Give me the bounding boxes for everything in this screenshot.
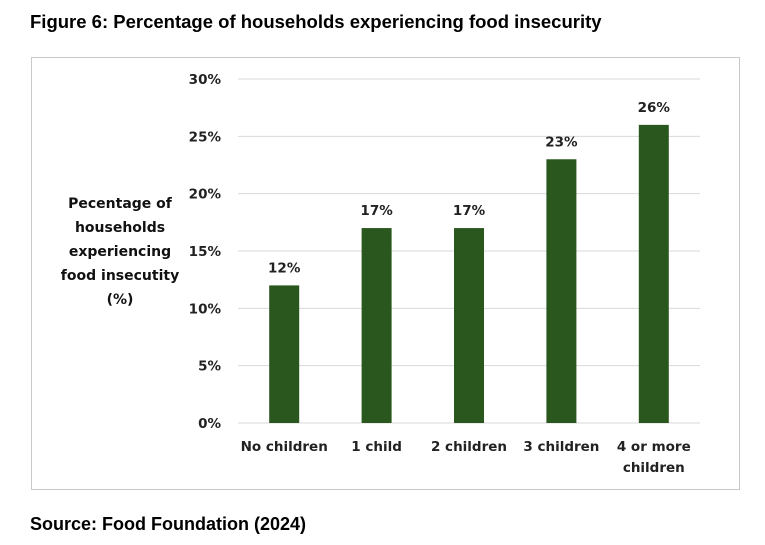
source-note: Source: Food Foundation (2024) [30, 514, 307, 534]
y-axis-ticks: 0% 5% 10% 15% 20% 25% 30% [189, 72, 222, 432]
y-tick-label: 30% [189, 72, 222, 88]
bar [454, 228, 484, 423]
x-tick-label: 4 or more children [617, 439, 691, 476]
y-tick-label: 0% [198, 416, 221, 432]
x-tick-label: 2 children [431, 439, 507, 455]
x-tick-label: 3 children [523, 439, 599, 455]
data-labels: 12% 17% 17% 23% 26% [268, 100, 670, 277]
y-tick-label: 5% [198, 359, 221, 375]
x-axis-ticks: No children 1 child 2 children 3 children 4 … [241, 439, 691, 476]
data-label: 23% [545, 134, 578, 150]
bar [269, 285, 300, 423]
x-tick-label: No children [241, 439, 328, 455]
figure-title: Figure 6: Percentage of households exper… [30, 11, 602, 32]
y-tick-label: 25% [189, 129, 222, 145]
bars [269, 124, 669, 423]
y-axis-label: Pecentage of households experiencing foo… [60, 196, 180, 308]
y-tick-label: 15% [189, 244, 222, 260]
bar [546, 159, 577, 423]
x-tick-label: 1 child [351, 439, 402, 455]
bar [361, 228, 392, 423]
chart-frame [31, 57, 740, 490]
data-label: 17% [453, 203, 486, 219]
data-label: 12% [268, 260, 301, 276]
y-tick-label: 20% [189, 187, 222, 203]
y-tick-label: 10% [189, 301, 222, 317]
bar [638, 124, 669, 423]
data-label: 17% [360, 203, 393, 219]
data-label: 26% [638, 100, 671, 116]
